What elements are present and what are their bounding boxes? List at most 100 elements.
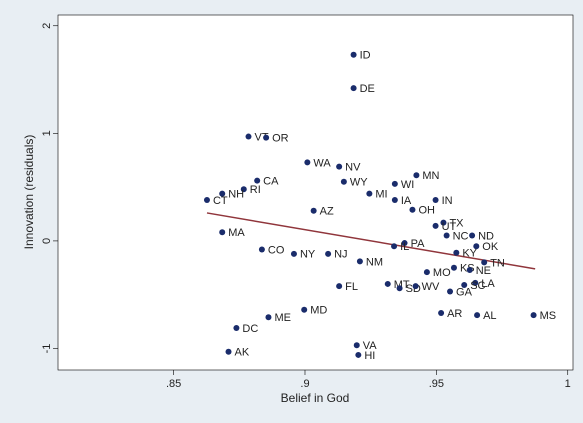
point-label: OH xyxy=(418,205,435,217)
point-label: DC xyxy=(242,323,258,335)
point xyxy=(355,351,362,358)
point-label: TX xyxy=(449,218,464,230)
point-label: MO xyxy=(433,267,451,279)
point xyxy=(432,222,439,229)
point xyxy=(263,134,270,141)
point xyxy=(356,258,363,265)
point xyxy=(233,325,240,332)
point xyxy=(384,280,391,287)
point xyxy=(461,282,468,289)
point-label: AZ xyxy=(320,206,334,218)
point-label: CO xyxy=(268,244,285,256)
point xyxy=(304,159,311,166)
point xyxy=(258,246,265,253)
point xyxy=(310,207,317,214)
point xyxy=(440,219,447,226)
point-label: IA xyxy=(401,195,412,207)
point-label: CA xyxy=(263,176,279,188)
point-label: PA xyxy=(411,238,426,250)
point xyxy=(219,229,226,236)
point-label: NM xyxy=(366,256,383,268)
point xyxy=(530,312,537,319)
point xyxy=(396,285,403,292)
point xyxy=(450,264,457,271)
point xyxy=(432,197,439,204)
point xyxy=(340,178,347,185)
point xyxy=(481,259,488,266)
point xyxy=(409,206,416,213)
point-label: HI xyxy=(364,350,375,362)
point-label: NC xyxy=(453,230,469,242)
point-label: KY xyxy=(462,248,477,260)
point xyxy=(453,249,460,256)
point xyxy=(474,312,481,319)
point-label: NV xyxy=(345,162,361,174)
point-label: MD xyxy=(310,305,327,317)
point-label: ND xyxy=(478,230,494,242)
point xyxy=(466,266,473,273)
point-label: VA xyxy=(363,340,378,352)
point-label: WV xyxy=(422,281,440,293)
point-label: IL xyxy=(400,241,409,253)
point xyxy=(254,177,261,184)
point-label: NJ xyxy=(334,249,347,261)
point-label: AR xyxy=(447,308,462,320)
point xyxy=(336,163,343,170)
point-label: NH xyxy=(228,188,244,200)
y-tick-label: 1 xyxy=(41,130,53,136)
point-label: MN xyxy=(422,170,439,182)
point-label: DE xyxy=(360,83,375,95)
y-tick-label: 2 xyxy=(41,23,53,29)
x-tick-label: 1 xyxy=(565,378,571,390)
point-label: LA xyxy=(481,278,495,290)
point xyxy=(265,314,272,321)
point xyxy=(423,269,430,276)
x-tick-label: .95 xyxy=(429,378,444,390)
point-label: WI xyxy=(401,179,414,191)
point xyxy=(203,197,210,204)
point xyxy=(350,85,357,92)
point xyxy=(225,348,232,355)
fit-line xyxy=(206,212,536,270)
point-label: UT xyxy=(442,221,457,233)
point xyxy=(391,180,398,187)
point-label: AL xyxy=(483,310,496,322)
point xyxy=(412,283,419,290)
point xyxy=(325,250,332,257)
point xyxy=(301,306,308,313)
point-label: NE xyxy=(476,265,491,277)
point xyxy=(366,190,373,197)
x-tick-label: .9 xyxy=(300,378,309,390)
x-tick-label: .85 xyxy=(166,378,181,390)
point xyxy=(219,190,226,197)
point xyxy=(353,342,360,349)
point-label: WY xyxy=(350,177,368,189)
y-axis-title: Innovation (residuals) xyxy=(22,135,36,250)
point-label: CT xyxy=(213,195,228,207)
point xyxy=(438,309,445,316)
point-label: OK xyxy=(482,241,499,253)
point xyxy=(290,250,297,257)
point-label: WA xyxy=(313,157,331,169)
point-label: SC xyxy=(470,280,485,292)
point xyxy=(472,279,479,286)
y-tick-label: -1 xyxy=(41,344,53,354)
plot-area xyxy=(57,14,574,371)
point xyxy=(350,51,357,58)
point xyxy=(391,197,398,204)
point-label: IN xyxy=(442,195,453,207)
point xyxy=(401,240,408,247)
point-label: OR xyxy=(272,133,289,145)
point xyxy=(336,283,343,290)
point xyxy=(413,172,420,179)
point-label: NY xyxy=(300,249,316,261)
point-label: TN xyxy=(490,257,505,269)
point xyxy=(443,232,450,239)
point xyxy=(391,243,398,250)
point xyxy=(473,243,480,250)
point-label: ID xyxy=(360,50,371,62)
point-label: MA xyxy=(228,227,245,239)
point-label: RI xyxy=(250,184,261,196)
x-axis-title: Belief in God xyxy=(281,391,350,405)
